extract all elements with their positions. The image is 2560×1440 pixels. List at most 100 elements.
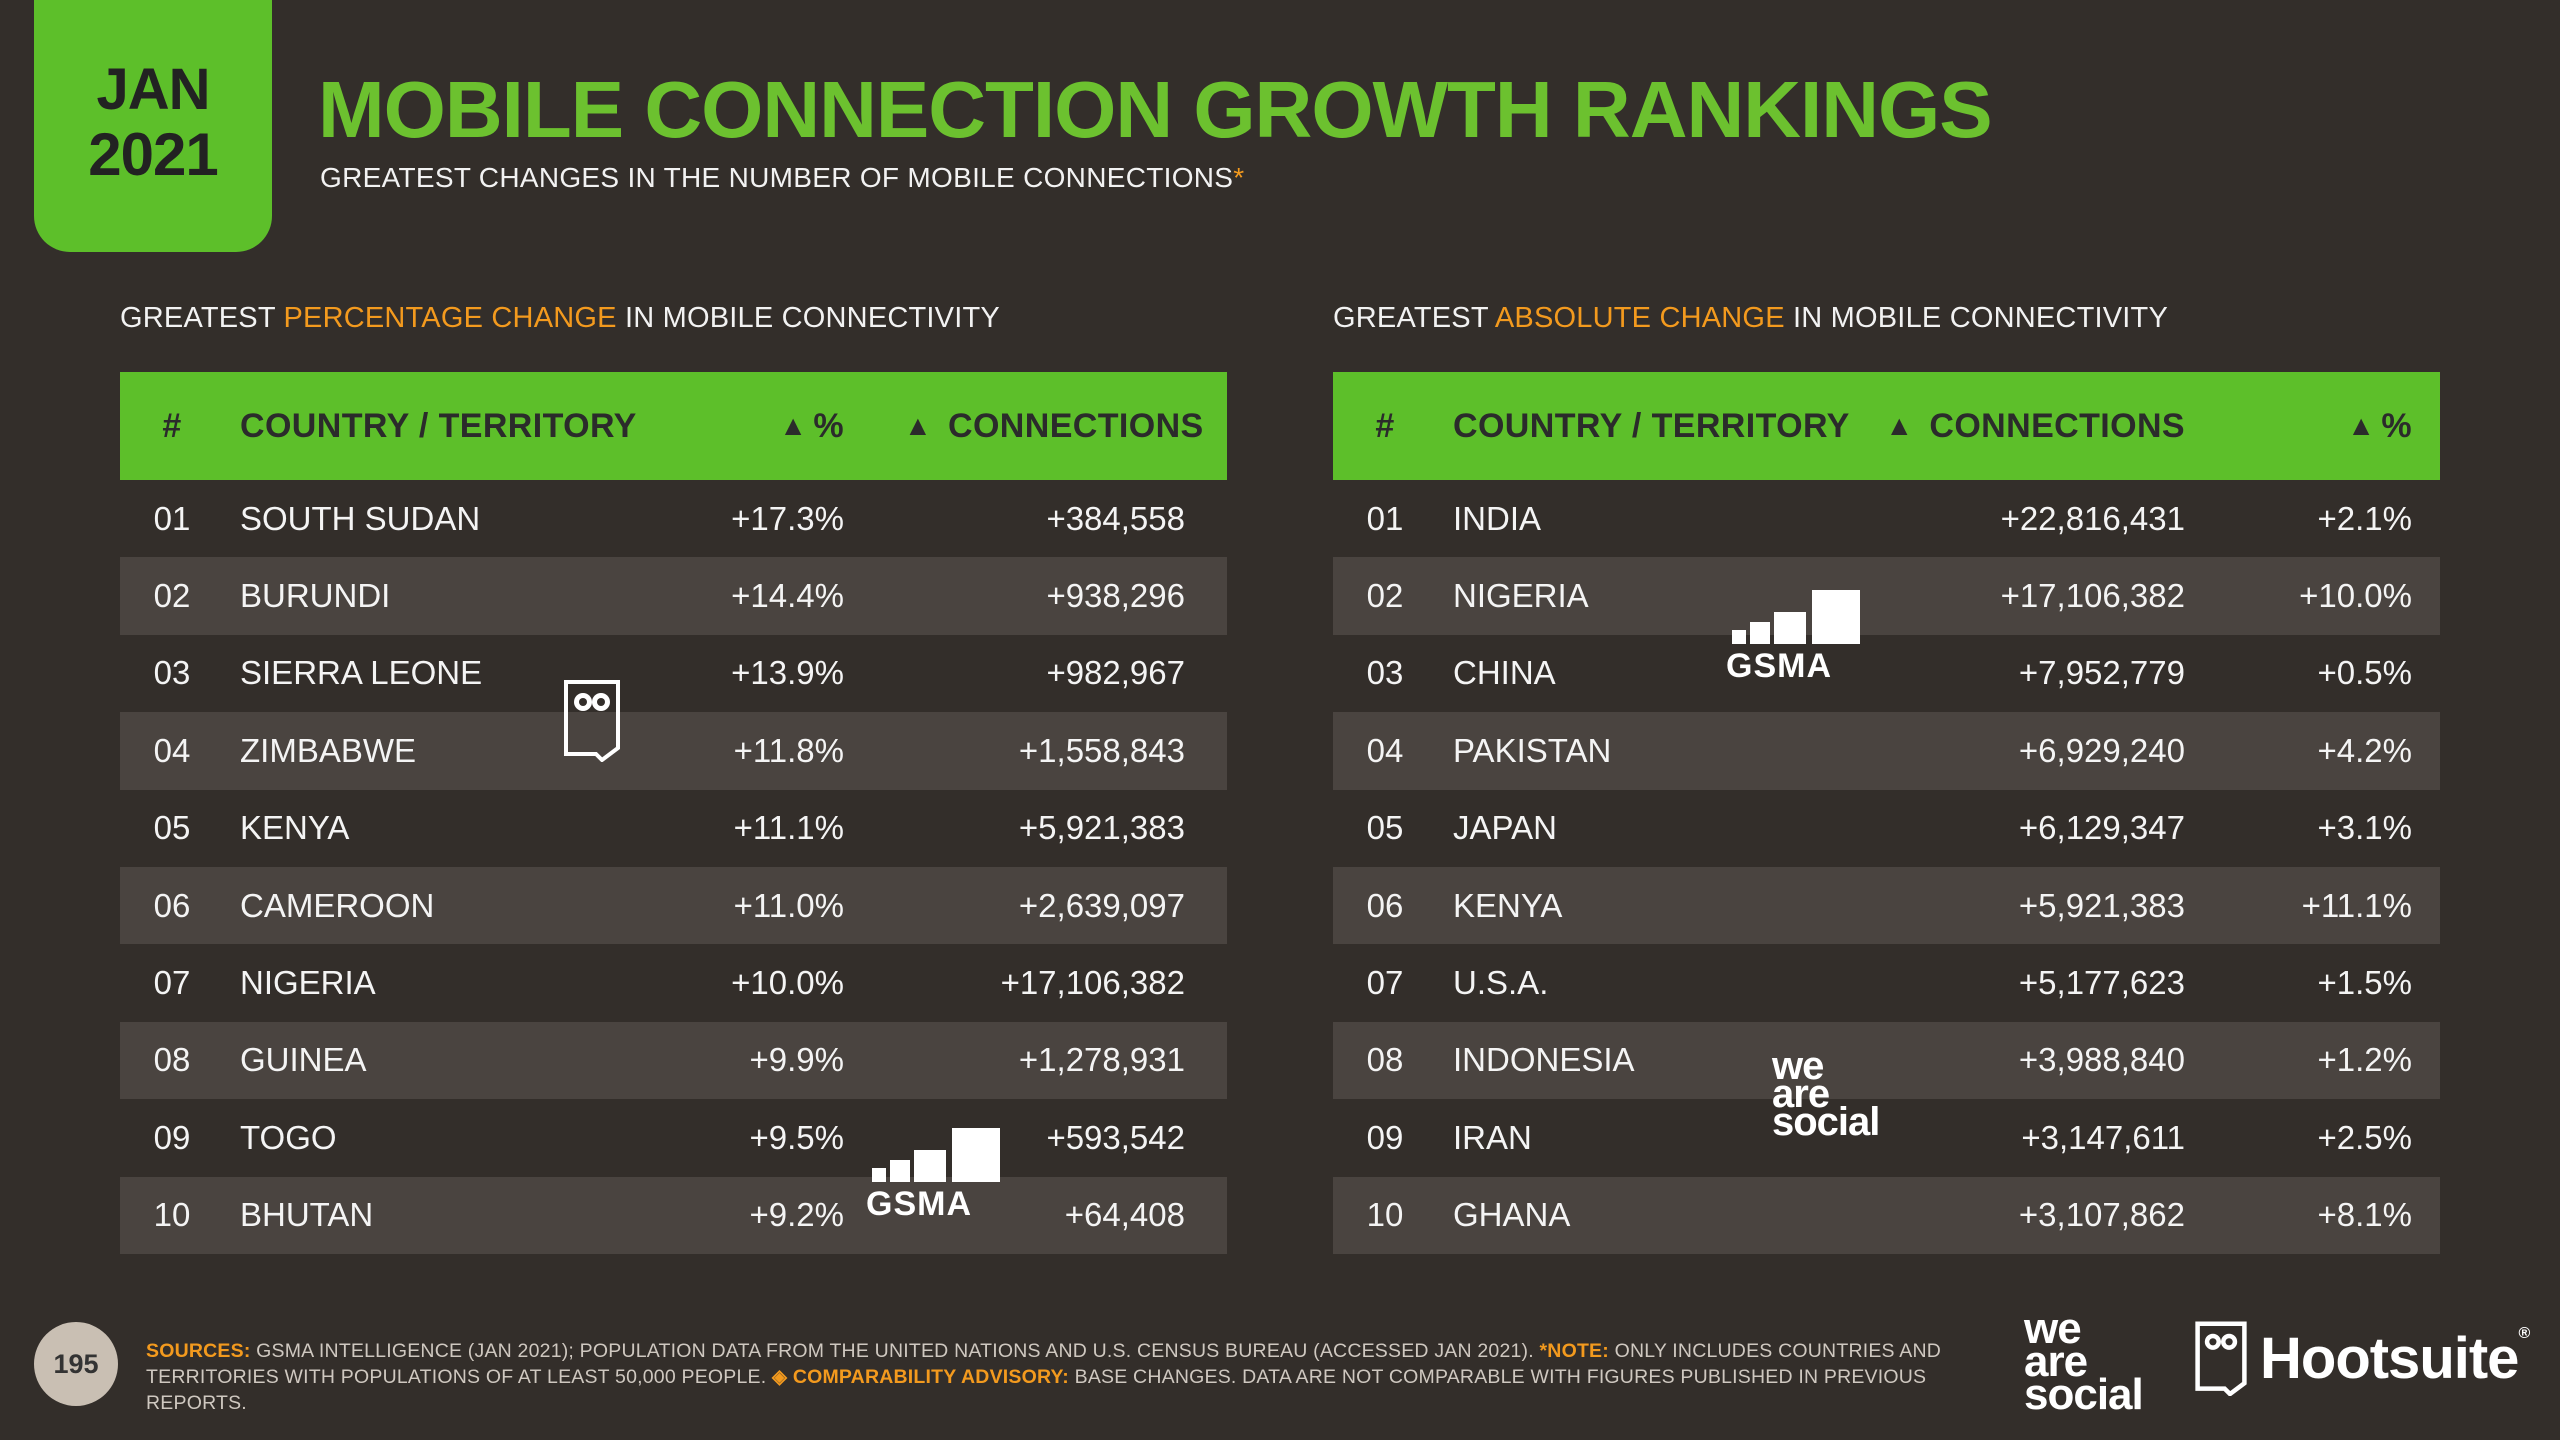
row-pct: +2.5% [2317, 1118, 2413, 1156]
triangle-up-icon: ▲ [904, 409, 933, 441]
row-connections: +5,177,623 [2018, 964, 2185, 1002]
row-pct: +2.1% [2317, 499, 2413, 537]
row-rank: 05 [153, 809, 191, 847]
left-heading-post: IN MOBILE CONNECTIVITY [616, 302, 1000, 334]
row-connections: +982,967 [1046, 654, 1185, 692]
date-month: JAN [96, 57, 210, 122]
date-year: 2021 [88, 121, 218, 188]
table-row: 06 CAMEROON +11.0% +2,639,097 [120, 866, 1227, 945]
right-heading-post: IN MOBILE CONNECTIVITY [1784, 302, 2168, 334]
row-pct: +8.1% [2317, 1196, 2413, 1234]
row-connections: +3,107,862 [2018, 1196, 2185, 1234]
table-row: 02 NIGERIA +17,106,382 +10.0% [1333, 557, 2440, 635]
triangle-up-icon: ▲ [2347, 409, 2376, 441]
triangle-up-icon: ▲ [779, 409, 808, 441]
row-pct: +10.0% [2299, 577, 2412, 615]
table-row: 09 IRAN +3,147,611 +2.5% [1333, 1099, 2440, 1176]
row-country: BHUTAN [240, 1196, 374, 1234]
row-pct: +11.0% [733, 886, 844, 924]
table-row: 10 BHUTAN +9.2% +64,408 [120, 1176, 1227, 1254]
row-pct: +10.0% [731, 964, 844, 1002]
row-country: KENYA [1453, 886, 1563, 924]
row-pct: +9.5% [749, 1118, 845, 1156]
table-row: 03 CHINA +7,952,779 +0.5% [1333, 635, 2440, 712]
header-pct-label: % [813, 406, 844, 445]
hootsuite-logo: Hootsuite® [2194, 1320, 2530, 1396]
header-pct: ▲% [684, 407, 904, 446]
right-heading-highlight: ABSOLUTE CHANGE [1494, 302, 1785, 334]
left-section-heading: GREATEST PERCENTAGE CHANGE IN MOBILE CON… [120, 302, 1000, 335]
table-row: 04 PAKISTAN +6,929,240 +4.2% [1333, 712, 2440, 790]
right-section-heading: GREATEST ABSOLUTE CHANGE IN MOBILE CONNE… [1333, 302, 2168, 335]
hootsuite-owl-watermark-icon [562, 678, 622, 767]
header-conn-label: CONNECTIONS [1929, 406, 2185, 445]
row-rank: 06 [1366, 886, 1404, 924]
table-row: 05 KENYA +11.1% +5,921,383 [120, 790, 1227, 867]
header-country: COUNTRY / TERRITORY [240, 406, 637, 445]
row-rank: 07 [1366, 964, 1404, 1002]
row-country: GHANA [1453, 1196, 1571, 1234]
percentage-change-table: # COUNTRY / TERRITORY ▲% ▲ CONNECTIONS 0… [120, 372, 1227, 1254]
table-row: 04 ZIMBABWE +11.8% +1,558,843 [120, 712, 1227, 790]
gsma-label: GSMA [866, 1185, 972, 1223]
row-connections: +17,106,382 [1000, 964, 1185, 1002]
logo-are: are [2024, 1337, 2088, 1386]
table-header: # COUNTRY / TERRITORY ▲ CONNECTIONS ▲% [1333, 372, 2440, 480]
row-pct: +11.8% [733, 731, 844, 769]
logo-social: social [2024, 1370, 2144, 1419]
table-row: 10 GHANA +3,107,862 +8.1% [1333, 1176, 2440, 1254]
owl-icon [2195, 1321, 2247, 1396]
row-country: NIGERIA [1453, 577, 1589, 615]
row-country: U.S.A. [1453, 964, 1549, 1002]
gsma-watermark-right: GSMA [1726, 590, 1860, 683]
row-connections: +384,558 [1046, 499, 1185, 537]
row-pct: +3.1% [2317, 809, 2413, 847]
row-connections: +7,952,779 [2018, 654, 2185, 692]
row-connections: +2,639,097 [1018, 886, 1185, 924]
advisory-text: BASE CHANGES. DATA ARE NOT COMPARABLE WI… [146, 1366, 1927, 1414]
row-pct: +13.9% [731, 654, 844, 692]
advisory-label: COMPARABILITY ADVISORY: [792, 1366, 1069, 1388]
footer-sources: SOURCES: GSMA INTELLIGENCE (JAN 2021); P… [146, 1338, 2006, 1416]
row-country: JAPAN [1453, 809, 1557, 847]
table-row: 01 INDIA +22,816,431 +2.1% [1333, 480, 2440, 557]
header-rank: # [1375, 406, 1395, 445]
header-pct: ▲% [2197, 407, 2440, 446]
row-country: TOGO [240, 1118, 337, 1156]
header-pct-label: % [2381, 406, 2412, 445]
row-rank: 08 [153, 1041, 191, 1079]
left-heading-highlight: PERCENTAGE CHANGE [283, 302, 617, 334]
was-are: are [1772, 1072, 1830, 1116]
row-rank: 01 [1366, 499, 1404, 537]
header-rank: # [162, 406, 182, 445]
gsma-bars-icon [1732, 590, 1860, 644]
row-connections: +3,988,840 [2018, 1041, 2185, 1079]
row-rank: 02 [153, 577, 191, 615]
row-country: INDIA [1453, 499, 1542, 537]
row-rank: 04 [1366, 731, 1404, 769]
row-country: INDONESIA [1453, 1041, 1635, 1079]
row-rank: 05 [1366, 809, 1404, 847]
row-country: GUINEA [240, 1041, 367, 1079]
left-heading-pre: GREATEST [120, 302, 284, 334]
row-rank: 09 [1366, 1118, 1404, 1156]
table-row: 05 JAPAN +6,129,347 +3.1% [1333, 790, 2440, 867]
row-pct: +1.2% [2317, 1041, 2413, 1079]
table-row: 08 INDONESIA +3,988,840 +1.2% [1333, 1021, 2440, 1100]
row-country: NIGERIA [240, 964, 376, 1002]
page-subtitle: GREATEST CHANGES IN THE NUMBER OF MOBILE… [320, 162, 1244, 194]
table-row: 07 U.S.A. +5,177,623 +1.5% [1333, 944, 2440, 1021]
note-text: ONLY INCLUDES COUNTRIES AND TERRITORIES … [146, 1340, 1942, 1388]
sources-label: SOURCES: [146, 1340, 251, 1362]
row-connections: +6,929,240 [2018, 731, 2185, 769]
row-connections: +3,147,611 [2021, 1118, 2185, 1156]
row-country: SOUTH SUDAN [240, 499, 481, 537]
table-row: 03 SIERRA LEONE +13.9% +982,967 [120, 635, 1227, 712]
row-rank: 02 [1366, 577, 1404, 615]
subtitle-text: GREATEST CHANGES IN THE NUMBER OF MOBILE… [320, 162, 1234, 193]
row-rank: 07 [153, 964, 191, 1002]
row-connections: +1,278,931 [1018, 1041, 1185, 1079]
triangle-up-icon: ▲ [1885, 409, 1914, 441]
row-rank: 03 [1366, 654, 1404, 692]
table-row: 06 KENYA +5,921,383 +11.1% [1333, 866, 2440, 945]
